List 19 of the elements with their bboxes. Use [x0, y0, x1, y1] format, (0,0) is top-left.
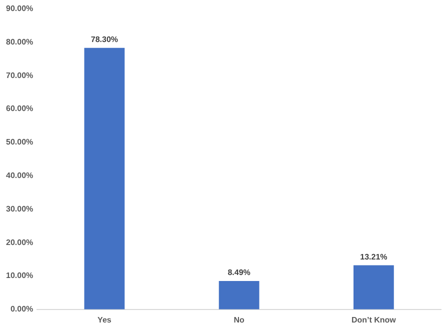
data-label: 8.49% [228, 268, 250, 278]
bar [84, 48, 125, 310]
y-tick-label: 40.00% [6, 171, 34, 180]
y-tick-label: 90.00% [6, 4, 34, 14]
bar [218, 281, 260, 310]
y-tick-label: 50.00% [6, 138, 34, 147]
y-tick-label: 30.00% [6, 204, 34, 214]
y-tick-label: 20.00% [6, 238, 34, 247]
bar [353, 265, 394, 310]
data-label: 78.30% [90, 35, 118, 44]
y-tick-label: 60.00% [6, 104, 34, 114]
x-tick-label: Don’t Know [351, 315, 397, 324]
x-tick-label: Yes [98, 315, 112, 324]
data-label: 13.21% [360, 252, 388, 262]
y-tick-label: 0.00% [10, 304, 34, 314]
y-tick-label: 70.00% [6, 70, 34, 80]
x-tick-label: No [234, 315, 245, 324]
y-tick-label: 80.00% [6, 37, 34, 46]
y-tick-label: 10.00% [6, 271, 34, 280]
